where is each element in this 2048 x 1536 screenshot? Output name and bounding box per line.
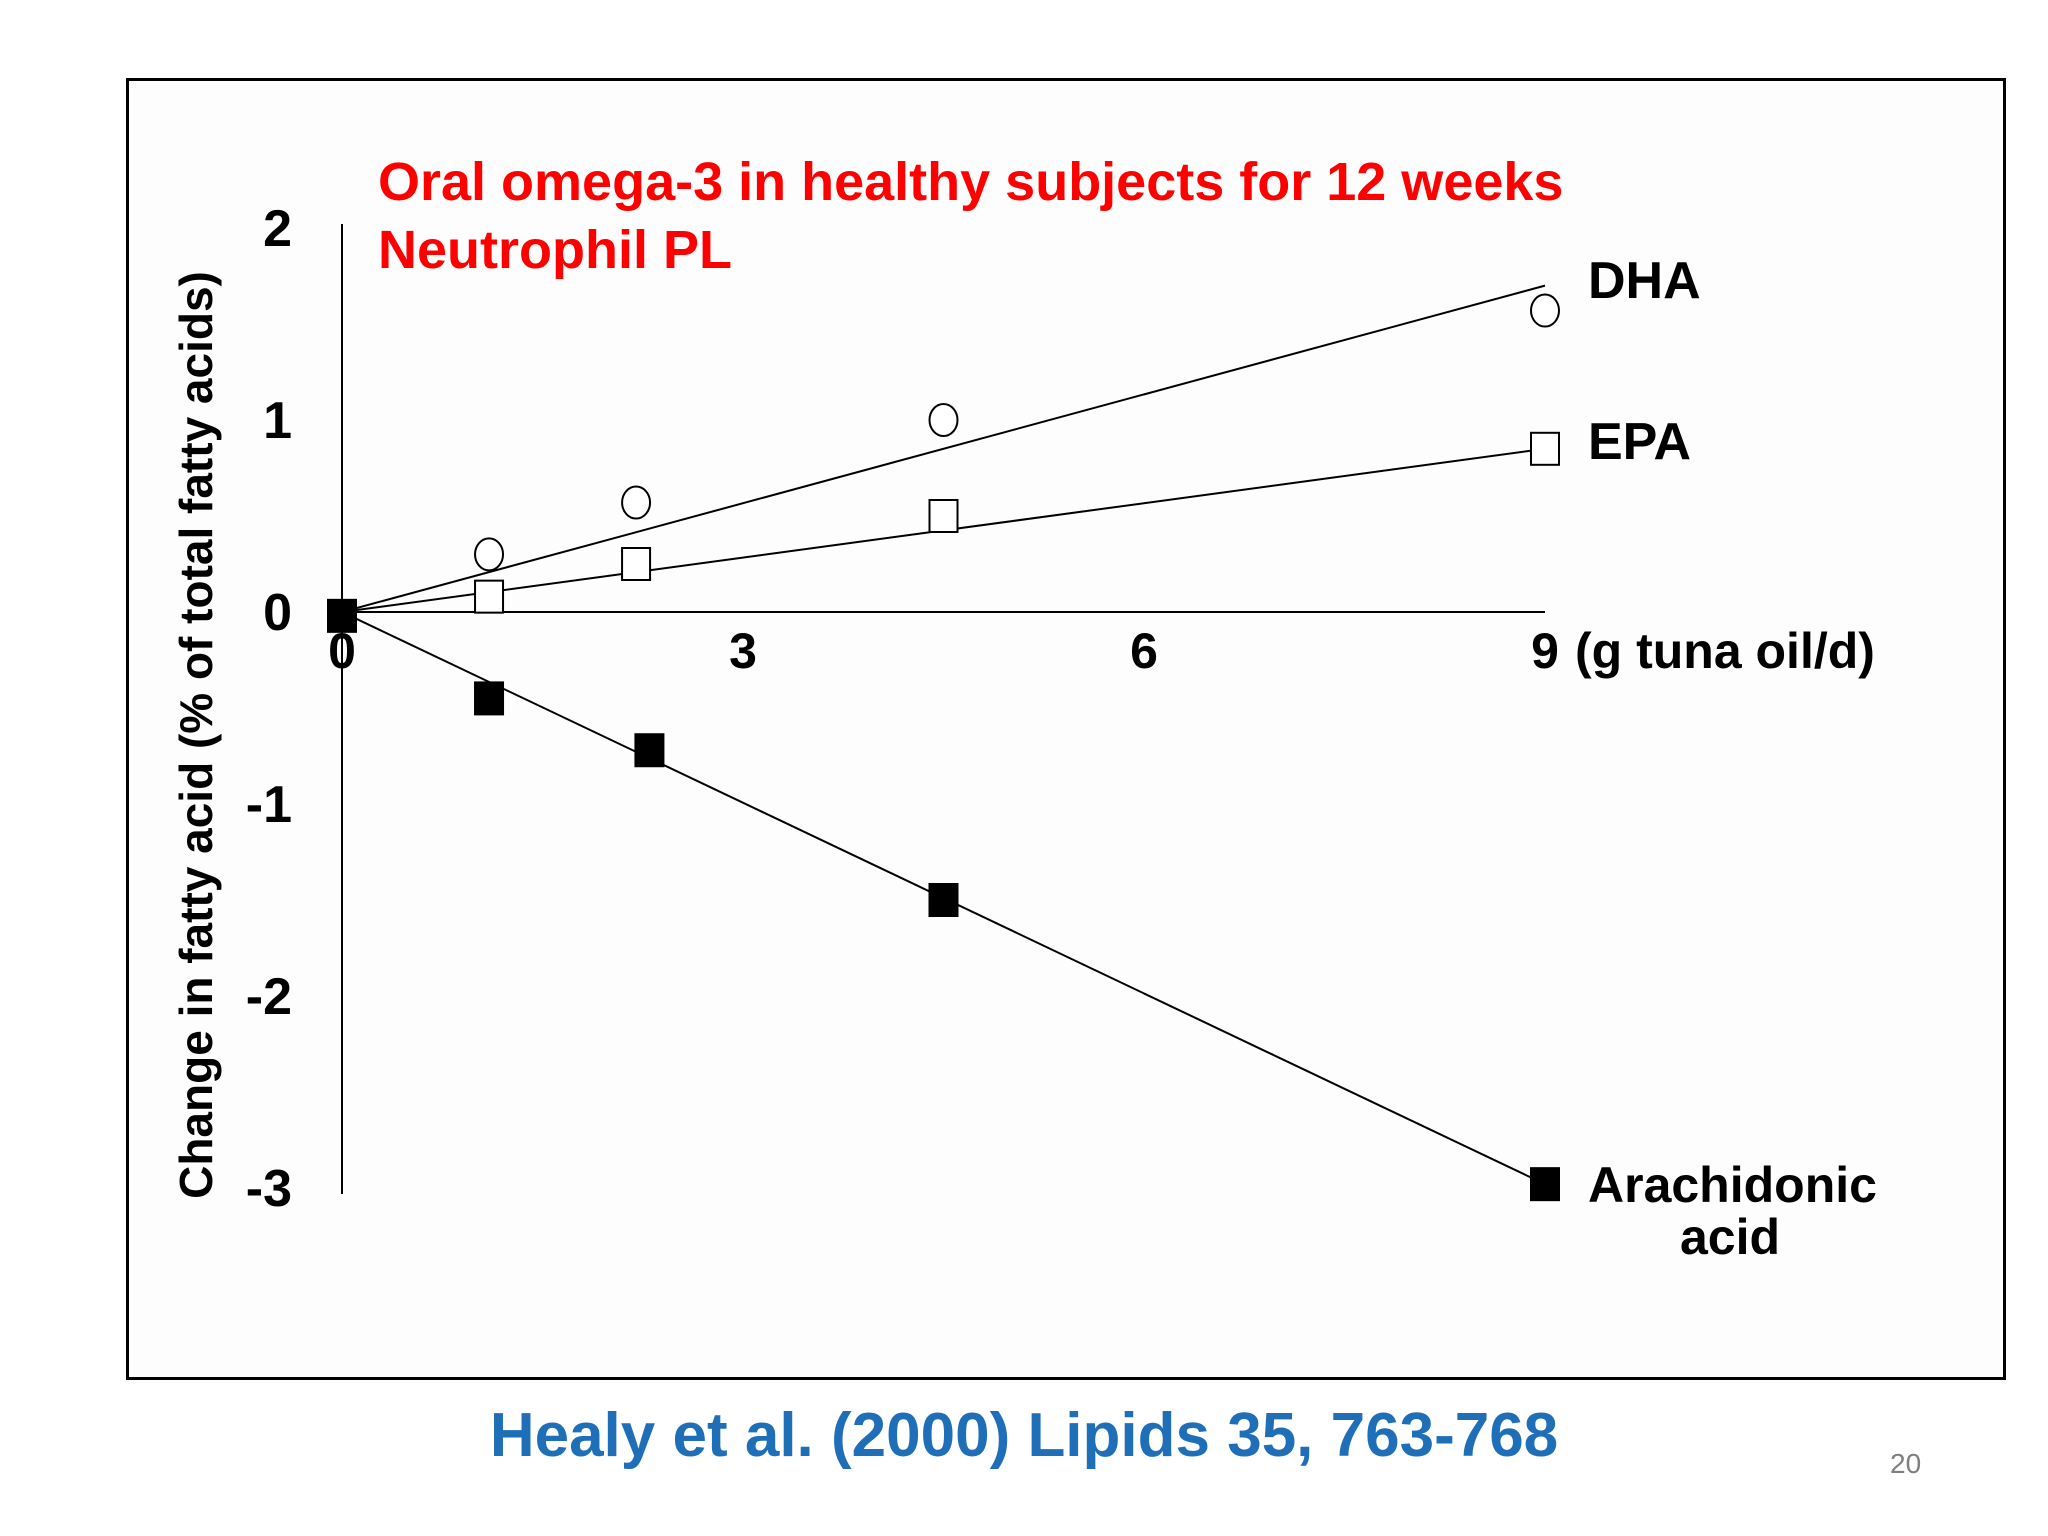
chart-title: Oral omega-3 in healthy subjects for 12 … [378, 148, 1563, 284]
arachidonic-acid-point [1530, 1167, 1560, 1202]
x-tick-label: 9 [1531, 623, 1559, 679]
series-label-arachidonic-line-1: Arachidonic [1588, 1157, 1877, 1213]
x-axis-label: (g tuna oil/d) [1575, 623, 1875, 679]
dha-point [928, 403, 959, 437]
arachidonic-acid-point [474, 681, 505, 716]
y-tick-label: 0 [263, 584, 292, 642]
dha-point [621, 485, 652, 520]
y-tick-label: -3 [246, 1160, 292, 1218]
dha-fit-line [341, 284, 1546, 613]
chart-title-line-1: Oral omega-3 in healthy subjects for 12 … [378, 152, 1564, 212]
y-axis-label: Change in fatty acid (% of total fatty a… [170, 271, 222, 1199]
series-label-dha: DHA [1588, 252, 1701, 310]
citation: Healy et al. (2000) Lipids 35, 763-768 [489, 1401, 1559, 1470]
epa-point [621, 547, 652, 581]
series-label-epa: EPA [1588, 413, 1691, 471]
chart-frame [126, 78, 2006, 1380]
x-tick-label: 6 [1130, 623, 1158, 679]
y-tick-label: 1 [263, 392, 292, 450]
dha-point [1530, 293, 1560, 328]
series-label-arachidonic-line-2: acid [1680, 1209, 1780, 1265]
y-tick-label: -1 [246, 776, 292, 834]
y-tick-label: 2 [263, 200, 292, 258]
dha-point [474, 537, 505, 572]
epa-point [1530, 431, 1560, 466]
arachidonic-acid-point [634, 733, 665, 768]
page-number: 20 [1890, 1448, 1922, 1479]
arachidonic-acid-point [928, 883, 959, 917]
epa-point [928, 499, 959, 533]
epa-point [474, 579, 505, 614]
y-tick-label: -2 [246, 968, 292, 1026]
chart-title-line-2: Neutrophil PL [378, 220, 732, 280]
arachidonic-acid-point [327, 598, 357, 633]
x-tick-label: 3 [729, 623, 757, 679]
